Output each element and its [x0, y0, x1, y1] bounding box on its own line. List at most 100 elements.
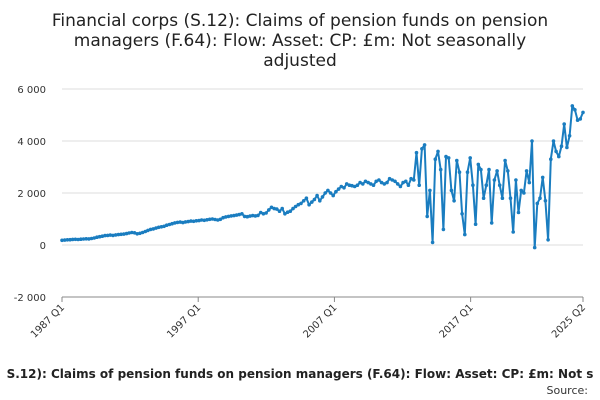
data-point-48 [189, 219, 193, 223]
data-point-142 [441, 227, 446, 232]
data-point-159 [487, 167, 491, 172]
data-point-55 [207, 217, 212, 222]
data-point-91 [304, 196, 309, 200]
data-point-25 [127, 231, 131, 235]
data-point-40 [167, 222, 172, 227]
data-point-33 [148, 227, 153, 232]
data-point-5 [73, 237, 78, 242]
data-point-139 [433, 157, 438, 161]
data-point-54 [205, 218, 209, 222]
data-point-100 [328, 191, 333, 195]
data-point-70 [248, 214, 252, 218]
data-point-187 [562, 122, 566, 126]
data-point-84 [285, 210, 290, 214]
data-point-93 [310, 200, 314, 204]
data-point-185 [557, 154, 561, 159]
data-point-52 [199, 218, 204, 222]
data-point-17 [105, 233, 110, 238]
data-point-116 [371, 183, 376, 187]
data-point-13 [95, 235, 99, 239]
data-point-158 [484, 183, 489, 187]
data-point-109 [352, 184, 357, 189]
data-point-186 [559, 144, 564, 148]
y-tick-label-4: 6 000 [17, 85, 46, 96]
data-point-4 [70, 237, 75, 242]
data-point-74 [258, 210, 263, 215]
data-point-75 [261, 212, 266, 216]
x-axis: 1987 Q1 1997 Q1 2007 Q1 2017 Q1 2025 Q2 [29, 296, 588, 340]
data-point-162 [495, 169, 499, 173]
data-point-53 [202, 218, 207, 223]
data-point-95 [315, 193, 319, 198]
data-point-59 [218, 217, 223, 222]
x-tick-label-1: 1997 Q1 [165, 302, 203, 340]
data-point-131 [412, 178, 416, 182]
data-point-62 [226, 214, 231, 219]
data-point-89 [299, 201, 303, 206]
data-point-153 [471, 183, 475, 187]
data-point-170 [516, 210, 521, 215]
data-point-83 [283, 212, 287, 216]
x-tick-label-0: 1987 Q1 [29, 302, 67, 340]
data-point-111 [358, 180, 362, 185]
data-point-189 [567, 134, 572, 138]
series-line [61, 104, 584, 249]
data-point-20 [113, 233, 118, 237]
data-point-57 [213, 217, 217, 222]
data-point-2 [65, 238, 70, 242]
data-point-191 [573, 108, 577, 112]
data-point-125 [395, 182, 400, 186]
data-point-47 [186, 219, 190, 224]
data-point-32 [146, 228, 150, 233]
data-point-102 [334, 189, 338, 194]
data-point-164 [500, 196, 505, 200]
data-point-124 [393, 179, 397, 184]
data-point-161 [492, 178, 497, 182]
data-point-16 [103, 233, 107, 238]
data-point-115 [369, 182, 373, 186]
data-point-122 [387, 176, 392, 181]
data-point-160 [489, 221, 494, 225]
data-point-179 [540, 175, 545, 180]
data-point-173 [524, 169, 529, 173]
data-point-73 [256, 213, 260, 218]
y-axis-ticks: -2 000 0 2 000 4 000 6 000 [14, 85, 46, 304]
data-point-12 [92, 236, 96, 240]
data-point-98 [323, 191, 328, 195]
data-point-8 [81, 237, 86, 241]
data-point-78 [269, 205, 274, 210]
data-point-1 [62, 238, 67, 242]
data-point-96 [318, 199, 322, 203]
data-point-80 [275, 207, 279, 211]
data-point-137 [428, 188, 432, 193]
data-point-167 [508, 196, 513, 200]
data-point-99 [326, 188, 330, 193]
data-point-133 [417, 183, 422, 187]
data-point-28 [135, 232, 139, 236]
data-point-141 [438, 167, 443, 172]
y-tick-label-3: 4 000 [17, 137, 46, 148]
chart-title: Financial corps (S.12): Claims of pensio… [52, 11, 548, 71]
data-point-68 [242, 214, 247, 219]
data-point-46 [183, 220, 188, 224]
data-point-136 [425, 214, 430, 219]
data-point-118 [377, 178, 381, 182]
data-point-138 [430, 240, 435, 245]
data-point-106 [344, 182, 349, 186]
chart-title-line-3: adjusted [263, 51, 336, 71]
data-point-21 [116, 232, 121, 237]
data-point-176 [532, 245, 537, 250]
chart-title-line-2: managers (F.64): Flow: Asset: CP: £m: No… [74, 31, 526, 51]
data-point-143 [444, 154, 448, 159]
data-point-3 [68, 237, 72, 242]
x-tick-label-2: 2007 Q1 [301, 302, 339, 340]
series-group [60, 104, 585, 250]
y-tick-label-0: -2 000 [14, 293, 46, 304]
data-point-103 [336, 187, 341, 191]
data-point-29 [138, 231, 142, 236]
data-point-165 [503, 158, 507, 163]
data-point-157 [481, 196, 486, 200]
data-point-101 [331, 193, 336, 198]
gridlines [62, 88, 583, 298]
